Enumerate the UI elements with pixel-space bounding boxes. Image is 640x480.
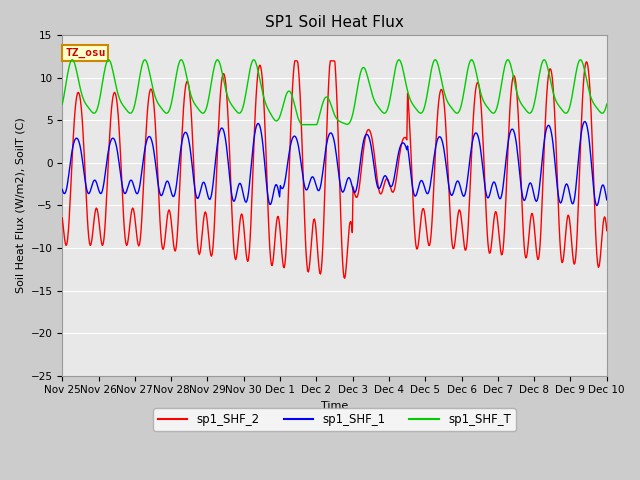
X-axis label: Time: Time [321, 401, 348, 411]
Y-axis label: Soil Heat Flux (W/m2), SoilT (C): Soil Heat Flux (W/m2), SoilT (C) [15, 118, 25, 293]
Title: SP1 Soil Heat Flux: SP1 Soil Heat Flux [265, 15, 404, 30]
Legend: sp1_SHF_2, sp1_SHF_1, sp1_SHF_T: sp1_SHF_2, sp1_SHF_1, sp1_SHF_T [153, 408, 516, 431]
Text: TZ_osu: TZ_osu [65, 48, 106, 58]
